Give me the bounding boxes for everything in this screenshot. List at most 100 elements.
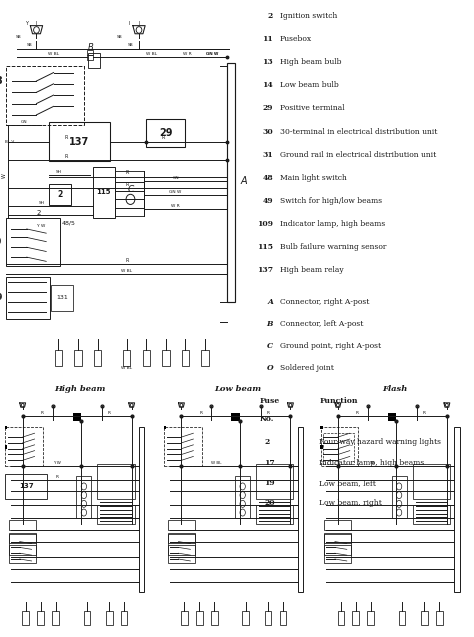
Text: I: I: [36, 21, 37, 26]
Text: C: C: [128, 185, 134, 194]
Text: I: I: [128, 21, 130, 26]
Text: 2: 2: [57, 190, 62, 199]
Bar: [92, 167, 115, 218]
Text: 30-terminal in electrical distribution unit: 30-terminal in electrical distribution u…: [280, 127, 437, 136]
Text: SB: SB: [369, 461, 375, 465]
Text: 14: 14: [262, 82, 273, 89]
Text: 29: 29: [159, 128, 173, 138]
Text: SH: SH: [38, 201, 45, 205]
Bar: [97, 464, 135, 499]
Text: R: R: [55, 475, 58, 478]
Bar: [123, 350, 130, 366]
Bar: [37, 612, 44, 625]
Text: 115: 115: [257, 243, 273, 251]
Text: GN W: GN W: [169, 190, 182, 194]
Text: 137: 137: [69, 136, 89, 147]
Text: Flash: Flash: [382, 385, 407, 393]
Bar: [49, 122, 109, 161]
Bar: [6, 427, 43, 466]
Bar: [9, 545, 36, 555]
Text: No.: No.: [260, 415, 274, 423]
Text: R: R: [356, 411, 359, 415]
Bar: [392, 476, 407, 519]
Bar: [256, 505, 293, 524]
Bar: [324, 545, 351, 555]
Bar: [5, 445, 8, 448]
Bar: [227, 62, 236, 302]
Text: R: R: [423, 411, 426, 415]
Text: W BL: W BL: [48, 52, 59, 55]
Text: Y W: Y W: [37, 224, 46, 227]
Text: Soldered joint: Soldered joint: [280, 364, 334, 371]
Text: A: A: [267, 297, 273, 306]
Bar: [164, 427, 201, 466]
Text: SH: SH: [55, 170, 62, 174]
Bar: [412, 505, 450, 524]
Bar: [196, 612, 203, 625]
Text: Low beam, right: Low beam, right: [319, 499, 382, 507]
Bar: [320, 445, 323, 448]
Text: Fusebox: Fusebox: [280, 35, 312, 43]
Text: W R: W R: [183, 52, 192, 55]
Text: A: A: [240, 176, 247, 186]
Text: B: B: [266, 320, 273, 327]
Text: BL V: BL V: [5, 140, 14, 145]
Text: 48: 48: [263, 174, 273, 182]
Text: R: R: [64, 135, 67, 140]
Bar: [106, 612, 112, 625]
Text: R: R: [162, 135, 165, 140]
Bar: [298, 427, 303, 592]
Text: W BL: W BL: [210, 461, 221, 465]
Text: Connector, right A-post: Connector, right A-post: [280, 297, 369, 306]
Bar: [412, 464, 450, 499]
Text: High beam bulb: High beam bulb: [280, 58, 341, 66]
Bar: [139, 427, 145, 592]
Text: O: O: [266, 364, 273, 371]
Bar: [22, 612, 29, 625]
Bar: [6, 218, 60, 266]
Bar: [6, 474, 47, 499]
Text: 30: 30: [262, 127, 273, 136]
Text: Main light switch: Main light switch: [280, 174, 346, 182]
Text: 29: 29: [263, 104, 273, 112]
Text: Ignition switch: Ignition switch: [280, 12, 337, 20]
Text: Low beam, left: Low beam, left: [319, 479, 376, 487]
Text: W R: W R: [171, 204, 180, 208]
Bar: [265, 612, 271, 625]
Text: 2: 2: [264, 438, 270, 447]
Bar: [324, 534, 351, 563]
Text: 11: 11: [262, 35, 273, 43]
Text: 31: 31: [262, 150, 273, 159]
Bar: [168, 545, 195, 555]
Text: W BL: W BL: [121, 269, 132, 273]
Bar: [320, 426, 323, 429]
Bar: [242, 612, 249, 625]
Bar: [88, 55, 93, 60]
Text: Connector, left A-post: Connector, left A-post: [280, 320, 363, 327]
Bar: [181, 612, 188, 625]
Text: Y W: Y W: [53, 461, 61, 465]
Bar: [353, 612, 359, 625]
Bar: [164, 426, 166, 429]
Bar: [162, 350, 170, 366]
Text: R: R: [41, 411, 44, 415]
Bar: [421, 612, 428, 625]
Text: Four-way hazard warning lights: Four-way hazard warning lights: [319, 438, 441, 447]
Bar: [121, 612, 128, 625]
Bar: [146, 119, 185, 147]
Text: GN: GN: [21, 120, 27, 124]
Text: 17: 17: [264, 459, 275, 466]
Bar: [9, 520, 36, 530]
Bar: [73, 413, 81, 420]
Bar: [88, 53, 100, 68]
Text: 19: 19: [264, 479, 275, 487]
Bar: [52, 612, 59, 625]
Text: 137: 137: [19, 483, 34, 489]
Bar: [74, 350, 82, 366]
Bar: [94, 350, 101, 366]
Text: 109: 109: [0, 294, 2, 303]
Text: GN W: GN W: [206, 52, 219, 55]
Text: SB: SB: [117, 35, 122, 39]
Bar: [5, 426, 8, 429]
Text: 137: 137: [257, 266, 273, 274]
